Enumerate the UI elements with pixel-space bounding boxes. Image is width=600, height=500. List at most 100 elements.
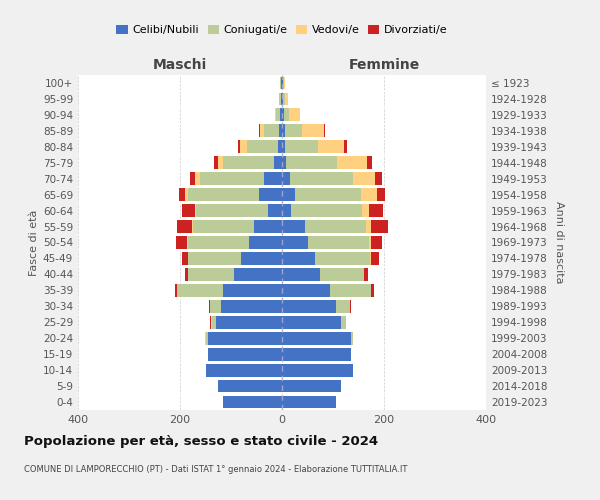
- Y-axis label: Anni di nascita: Anni di nascita: [554, 201, 564, 284]
- Bar: [282, 108, 284, 122]
- Legend: Celibi/Nubili, Coniugati/e, Vedovi/e, Divorziati/e: Celibi/Nubili, Coniugati/e, Vedovi/e, Di…: [112, 20, 452, 40]
- Bar: [210, 316, 211, 328]
- Bar: [282, 332, 351, 344]
- Bar: [344, 140, 347, 153]
- Bar: [195, 204, 196, 217]
- Bar: [196, 204, 268, 217]
- Bar: [282, 380, 341, 392]
- Bar: [275, 108, 277, 122]
- Bar: [218, 156, 223, 169]
- Bar: [218, 380, 282, 392]
- Bar: [214, 156, 218, 169]
- Bar: [282, 188, 295, 201]
- Text: Popolazione per età, sesso e stato civile - 2024: Popolazione per età, sesso e stato civil…: [24, 435, 378, 448]
- Bar: [331, 284, 371, 296]
- Bar: [223, 284, 282, 296]
- Bar: [282, 364, 353, 376]
- Bar: [239, 140, 247, 153]
- Bar: [295, 188, 361, 201]
- Bar: [185, 188, 188, 201]
- Bar: [259, 188, 282, 201]
- Bar: [308, 236, 369, 249]
- Bar: [282, 236, 308, 249]
- Text: Maschi: Maschi: [153, 58, 207, 72]
- Bar: [264, 172, 282, 185]
- Bar: [289, 108, 300, 122]
- Bar: [254, 220, 282, 233]
- Bar: [175, 284, 178, 296]
- Bar: [216, 316, 282, 328]
- Bar: [290, 172, 353, 185]
- Bar: [284, 92, 287, 106]
- Bar: [193, 220, 254, 233]
- Bar: [282, 396, 335, 408]
- Bar: [190, 172, 196, 185]
- Bar: [274, 156, 282, 169]
- Bar: [178, 284, 223, 296]
- Bar: [283, 92, 284, 106]
- Bar: [284, 108, 289, 122]
- Bar: [282, 348, 351, 360]
- Bar: [205, 332, 206, 344]
- Bar: [188, 252, 241, 265]
- Bar: [371, 252, 379, 265]
- Bar: [280, 124, 282, 137]
- Bar: [281, 76, 282, 90]
- Bar: [206, 364, 282, 376]
- Bar: [280, 108, 282, 122]
- Bar: [192, 220, 193, 233]
- Bar: [366, 220, 371, 233]
- Bar: [188, 188, 259, 201]
- Bar: [370, 252, 371, 265]
- Bar: [377, 188, 385, 201]
- Bar: [249, 236, 282, 249]
- Bar: [282, 156, 286, 169]
- Bar: [351, 332, 353, 344]
- Bar: [282, 220, 305, 233]
- Bar: [320, 268, 364, 281]
- Bar: [282, 172, 290, 185]
- Bar: [264, 124, 280, 137]
- Bar: [369, 204, 383, 217]
- Bar: [282, 284, 331, 296]
- Bar: [286, 156, 337, 169]
- Bar: [212, 316, 216, 328]
- Bar: [282, 252, 315, 265]
- Bar: [247, 140, 278, 153]
- Bar: [282, 300, 335, 312]
- Bar: [369, 236, 371, 249]
- Bar: [324, 124, 325, 137]
- Bar: [371, 220, 388, 233]
- Bar: [341, 316, 346, 328]
- Bar: [223, 156, 274, 169]
- Bar: [185, 268, 188, 281]
- Bar: [375, 172, 382, 185]
- Bar: [188, 268, 233, 281]
- Bar: [178, 220, 192, 233]
- Bar: [282, 92, 283, 106]
- Bar: [259, 124, 260, 137]
- Bar: [208, 348, 282, 360]
- Bar: [282, 204, 291, 217]
- Bar: [182, 204, 195, 217]
- Bar: [208, 332, 282, 344]
- Text: Femmine: Femmine: [349, 58, 419, 72]
- Bar: [278, 140, 282, 153]
- Bar: [371, 284, 374, 296]
- Text: COMUNE DI LAMPORECCHIO (PT) - Dati ISTAT 1° gennaio 2024 - Elaborazione TUTTITAL: COMUNE DI LAMPORECCHIO (PT) - Dati ISTAT…: [24, 465, 407, 474]
- Bar: [282, 124, 284, 137]
- Bar: [238, 140, 239, 153]
- Bar: [268, 204, 282, 217]
- Bar: [282, 76, 283, 90]
- Bar: [196, 172, 200, 185]
- Bar: [282, 140, 284, 153]
- Bar: [284, 76, 285, 90]
- Bar: [260, 124, 264, 137]
- Bar: [367, 156, 372, 169]
- Bar: [284, 124, 302, 137]
- Bar: [305, 220, 366, 233]
- Bar: [277, 108, 280, 122]
- Bar: [371, 236, 382, 249]
- Bar: [233, 268, 282, 281]
- Bar: [315, 252, 370, 265]
